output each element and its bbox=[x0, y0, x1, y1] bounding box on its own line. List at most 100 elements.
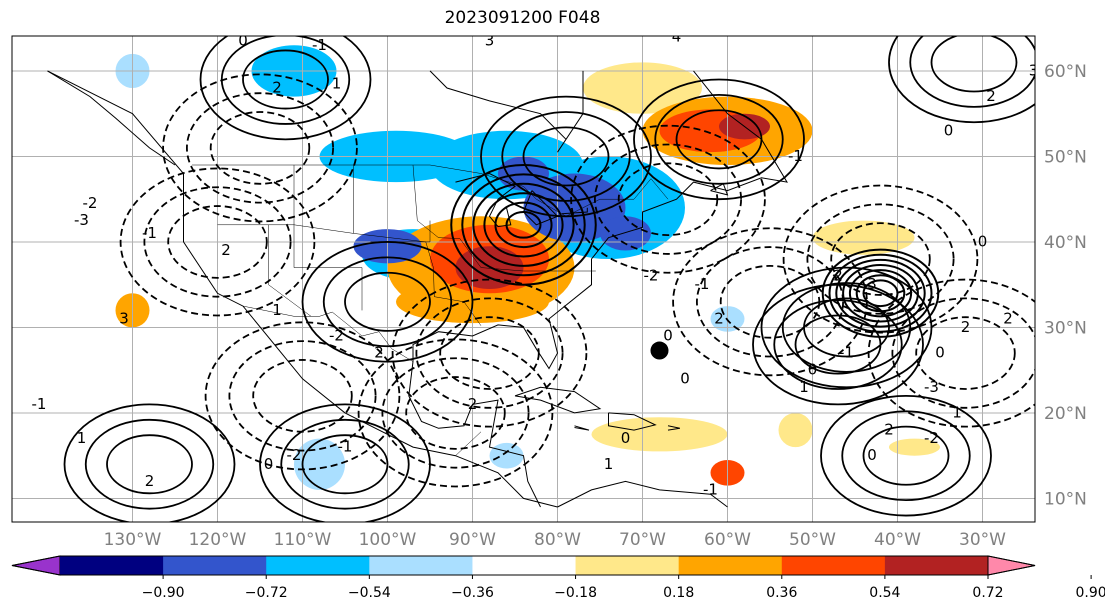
contour-label-45: -1 bbox=[788, 147, 803, 165]
lon-tick-label: 40°W bbox=[874, 530, 921, 550]
solid-contour-3-2 bbox=[909, 36, 1035, 108]
contour-label-36: 0 bbox=[867, 446, 877, 464]
colorbar-segment-3 bbox=[369, 556, 473, 575]
contour-label-9: 2 bbox=[221, 241, 231, 259]
colorbar-segment-7 bbox=[781, 556, 886, 575]
solid-contour-9-3 bbox=[633, 78, 805, 201]
contour-label-41: 4 bbox=[1054, 96, 1064, 114]
solid-contour-4-1 bbox=[862, 425, 950, 486]
contour-label-42: 3 bbox=[1029, 61, 1039, 79]
contour-label-12: 2 bbox=[374, 344, 384, 362]
solid-contour-3-1 bbox=[930, 36, 1018, 93]
contour-label-39: 0 bbox=[935, 344, 945, 362]
contour-label-37: 1 bbox=[952, 403, 962, 421]
coastline-segment bbox=[412, 70, 788, 370]
colorbar-min-arrow bbox=[11, 555, 61, 576]
solid-contour-7-3 bbox=[480, 95, 652, 218]
solid-contour-1-3 bbox=[63, 403, 236, 522]
latitude-ticks: 10°N 20°N 30°N 40°N 50°N 60°N bbox=[1044, 62, 1087, 510]
solid-contour-3-3 bbox=[888, 36, 1035, 124]
lon-tick-label: 130°W bbox=[104, 530, 162, 550]
colorbar-segment-5 bbox=[575, 556, 680, 575]
tight-solid-ring-1 bbox=[855, 274, 906, 313]
contour-label-43: 2 bbox=[986, 87, 996, 105]
colorbar-segment-6 bbox=[678, 556, 783, 575]
solid-contour-7-1 bbox=[522, 126, 610, 187]
contour-lines bbox=[63, 36, 1035, 522]
coastline-segment bbox=[522, 190, 559, 226]
colorbar-segment-1 bbox=[163, 556, 267, 575]
coastline-segment bbox=[561, 207, 588, 215]
lat-tick-label: 10°N bbox=[1044, 489, 1087, 509]
colorbar-outline bbox=[11, 555, 1036, 576]
colorbar-label: −0.36 bbox=[451, 585, 494, 601]
contour-label-33: 1 bbox=[799, 378, 809, 396]
lon-tick-label: 90°W bbox=[449, 530, 496, 550]
dashed-contour-3-3 bbox=[782, 184, 979, 334]
contour-label-28: 2 bbox=[714, 309, 724, 327]
dashed-contour-6-1 bbox=[209, 111, 311, 185]
colorbar-max-arrow bbox=[987, 555, 1036, 576]
contour-label-15: 1 bbox=[77, 429, 87, 447]
trough-solid-ring-3 bbox=[472, 182, 575, 267]
contour-label-5: 4 bbox=[672, 27, 682, 45]
dashed-contour-7-3 bbox=[204, 321, 401, 471]
contour-label-48: 0 bbox=[978, 232, 988, 250]
contour-label-32: 2 bbox=[833, 267, 843, 285]
lat-tick-label: 30°N bbox=[1044, 318, 1087, 338]
colorbar-segment-8 bbox=[884, 556, 989, 575]
contour-label-22: -1 bbox=[703, 480, 718, 498]
storm-marker bbox=[650, 341, 669, 360]
coastline-segment bbox=[47, 70, 176, 166]
colorbar-label: −0.54 bbox=[348, 585, 391, 601]
solid-contour-0-1 bbox=[242, 49, 329, 110]
dashed-contour-4-2 bbox=[696, 246, 845, 358]
contour-label-44: 1 bbox=[1063, 113, 1073, 131]
contour-label-18: 0 bbox=[264, 455, 274, 473]
colorbar-segment-0 bbox=[60, 556, 164, 575]
solid-contour-2-2 bbox=[280, 418, 410, 510]
solid-contour-9-1 bbox=[675, 109, 763, 170]
colorbar-label: 0.72 bbox=[972, 585, 1003, 601]
contour-label-26: -2 bbox=[644, 267, 659, 285]
lon-tick-label: 60°W bbox=[704, 530, 751, 550]
dashed-contour-0-1 bbox=[167, 205, 268, 279]
contour-label-29: 0 bbox=[808, 361, 818, 379]
contour-label-30: -1 bbox=[839, 344, 854, 362]
coastline-segment bbox=[455, 172, 516, 228]
dashed-contour-2-3 bbox=[867, 278, 1035, 428]
trough-solid-ring-2 bbox=[483, 192, 564, 258]
trough-solid-ring-5 bbox=[450, 164, 597, 286]
contour-label-21: 1 bbox=[604, 455, 614, 473]
dashed-contour-8-1 bbox=[405, 376, 506, 450]
contour-label-10: 3 bbox=[119, 309, 129, 327]
dashed-contour-6-3 bbox=[162, 73, 358, 223]
colorbar-label: 0.54 bbox=[869, 585, 900, 601]
anomaly-shade-13 bbox=[778, 412, 813, 448]
dashed-contour-7-1 bbox=[252, 359, 353, 433]
dashed-contour-3-2 bbox=[806, 203, 955, 315]
dashed-contour-1-1 bbox=[439, 316, 540, 390]
lon-tick-label: 70°W bbox=[619, 530, 666, 550]
contour-label-20: 2 bbox=[468, 395, 478, 413]
colorbar-label: 0.36 bbox=[766, 585, 797, 601]
dashed-contour-2-2 bbox=[891, 297, 1035, 409]
contour-label-31: 3 bbox=[867, 275, 877, 293]
map-title: 2023091200 F048 bbox=[444, 8, 601, 28]
contour-label-17: -2 bbox=[287, 446, 302, 464]
colorbar-label: −0.72 bbox=[245, 585, 288, 601]
contour-label-40: 2 bbox=[1003, 309, 1013, 327]
solid-contour-4-3 bbox=[820, 394, 992, 517]
contour-label-16: 2 bbox=[145, 472, 155, 490]
coastline-segment bbox=[574, 425, 590, 431]
dashed-contour-3-1 bbox=[830, 222, 931, 296]
solid-contour-4-2 bbox=[841, 410, 971, 502]
contour-label-38: -3 bbox=[924, 378, 939, 396]
anomaly-shade-11 bbox=[889, 438, 940, 456]
colorbar-label: 0.90 bbox=[1076, 585, 1105, 601]
map-frame bbox=[11, 35, 1036, 523]
anomaly-shade-25 bbox=[489, 442, 524, 469]
dashed-contour-4-3 bbox=[672, 227, 868, 377]
